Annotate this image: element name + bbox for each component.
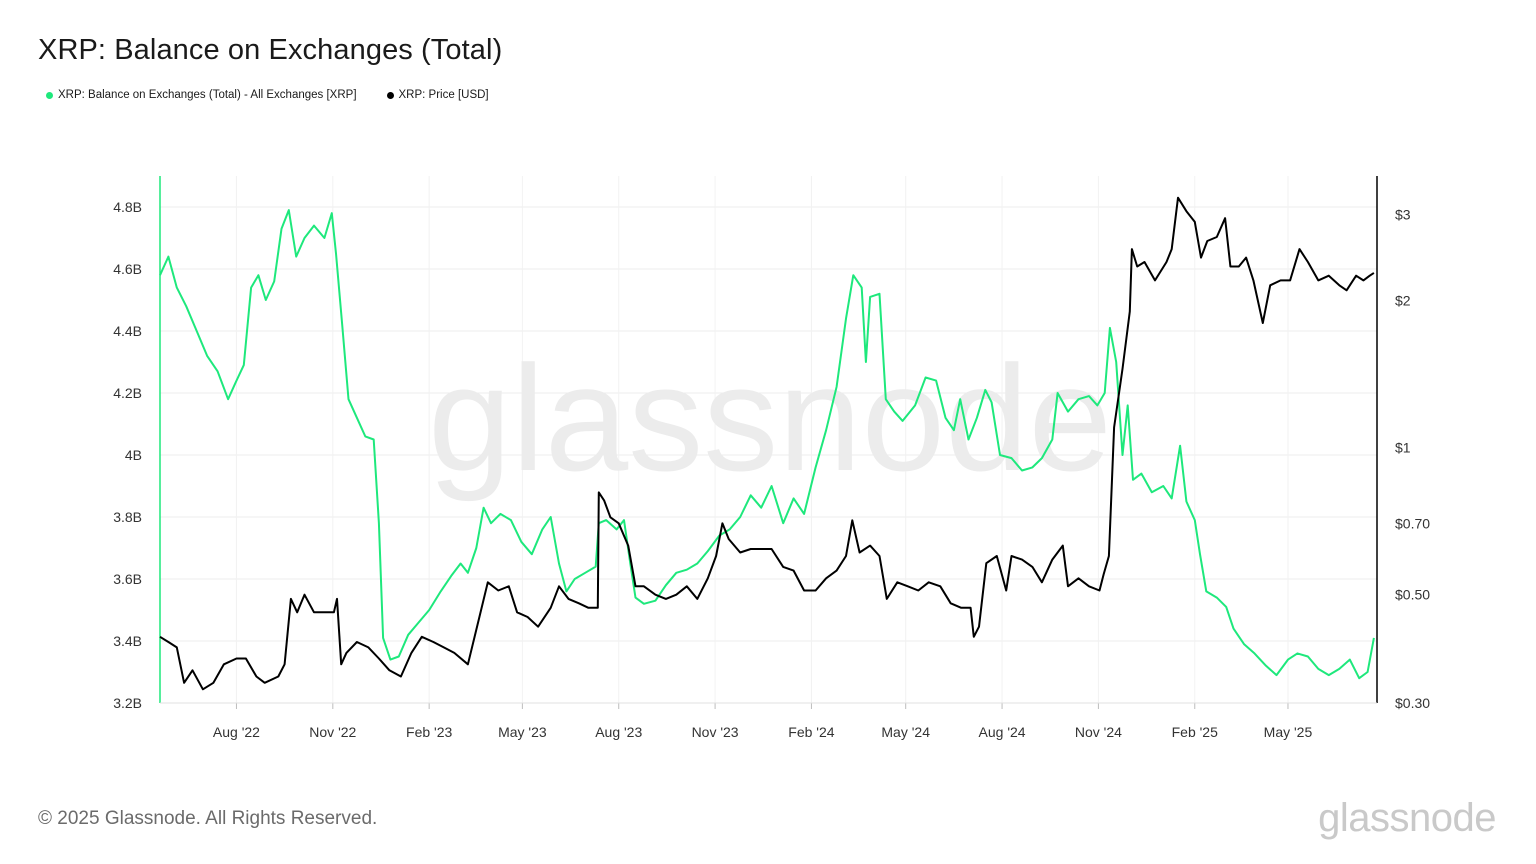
y-left-tick-label: 3.8B [113, 509, 142, 525]
x-tick-label: Feb '23 [406, 724, 452, 740]
series-line-price [159, 196, 1375, 691]
chart-plot-area[interactable]: glassnode 3.2B 3.4B 3.6B 3.8B 4B 4.2B 4.4B 4.6B… [0, 0, 1536, 790]
y-left-tick-label: 4.8B [113, 199, 142, 215]
chart-legend: XRP: Balance on Exchanges (Total) - All … [46, 89, 489, 101]
y-right-tick-label: $0.70 [1395, 515, 1430, 531]
x-tick-label: Aug '23 [595, 724, 642, 740]
y-left-tick-label: 4.2B [113, 385, 142, 401]
y-right-tick-label: $1 [1395, 440, 1411, 456]
glassnode-logo: glassnode [1318, 796, 1496, 840]
x-tick-label: Aug '22 [213, 724, 260, 740]
legend-label-price: XRP: Price [USD] [398, 89, 489, 101]
y-right-tick-label: $2 [1395, 293, 1411, 309]
chart-series [159, 196, 1375, 691]
y-left-tick-label: 3.2B [113, 695, 142, 711]
chart-axes: 3.2B 3.4B 3.6B 3.8B 4B 4.2B 4.4B 4.6B 4.8B Aug '2… [113, 176, 1430, 740]
y-right-tick-label: $3 [1395, 207, 1411, 223]
x-tick-label: May '23 [498, 724, 547, 740]
x-tick-label: Feb '25 [1172, 724, 1218, 740]
x-tick-label: May '24 [881, 724, 930, 740]
x-tick-label: May '25 [1264, 724, 1313, 740]
x-tick-label: Nov '24 [1075, 724, 1122, 740]
x-tick-label: Nov '22 [309, 724, 356, 740]
x-tick-label: Aug '24 [979, 724, 1026, 740]
y-left-tick-label: 4B [125, 447, 142, 463]
y-left-tick-label: 4.6B [113, 261, 142, 277]
y-left-tick-label: 3.4B [113, 633, 142, 649]
grid-lines [160, 176, 1377, 704]
y-left-tick-label: 4.4B [113, 323, 142, 339]
legend-item-price[interactable]: XRP: Price [USD] [386, 89, 489, 101]
x-tick-label: Feb '24 [788, 724, 834, 740]
x-tick-label: Nov '23 [692, 724, 739, 740]
copyright-text: © 2025 Glassnode. All Rights Reserved. [38, 808, 378, 829]
y-right-tick-label: $0.30 [1395, 695, 1430, 711]
y-left-tick-label: 3.6B [113, 571, 142, 587]
watermark-text: glassnode [428, 334, 1112, 502]
legend-dot-balance [46, 91, 53, 99]
series-line-balance [159, 209, 1375, 680]
legend-dot-price [386, 91, 394, 99]
y-right-tick-label: $0.50 [1395, 587, 1430, 603]
chart-title: XRP: Balance on Exchanges (Total) [38, 34, 503, 66]
legend-item-balance[interactable]: XRP: Balance on Exchanges (Total) - All … [46, 89, 357, 101]
legend-label-balance: XRP: Balance on Exchanges (Total) - All … [58, 89, 357, 101]
